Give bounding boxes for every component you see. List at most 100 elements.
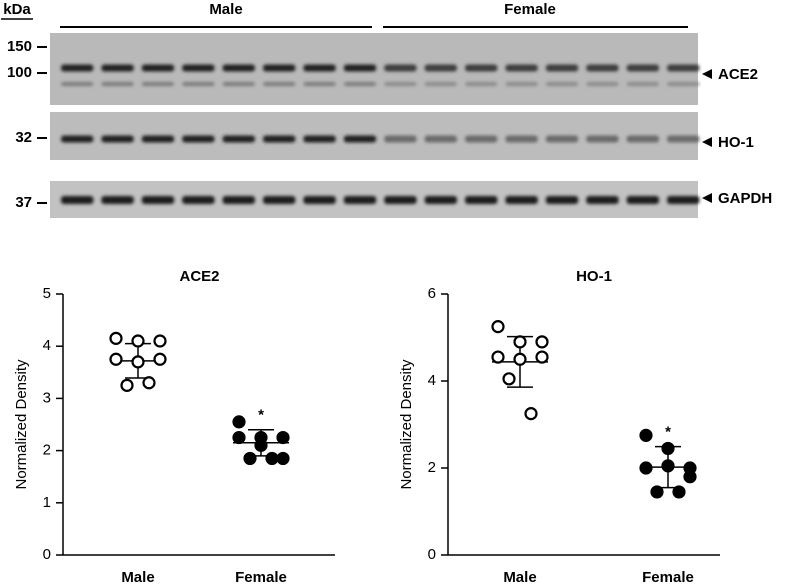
band	[141, 64, 175, 72]
chart-title: ACE2	[179, 268, 219, 285]
band	[545, 135, 579, 143]
band	[667, 64, 700, 72]
band	[141, 82, 175, 86]
band	[61, 82, 94, 86]
arrowhead	[702, 137, 712, 147]
data-point	[276, 430, 290, 445]
arrowhead	[702, 193, 712, 203]
marker-label: 32	[15, 129, 32, 146]
unit-label: kDa	[3, 1, 31, 18]
y-tick-label: 6	[428, 285, 436, 302]
group-label: Female	[504, 1, 556, 18]
western-blot: kDa Male Female 150 100 32 37 ACE2 HO-1 …	[1, 1, 772, 218]
band	[465, 82, 498, 86]
band	[586, 135, 619, 143]
annotation: *	[258, 407, 264, 424]
y-tick-label: 3	[43, 389, 51, 406]
data-point	[535, 350, 549, 364]
x-tick-label: Female	[642, 569, 694, 586]
data-point	[502, 372, 516, 386]
data-point	[491, 320, 505, 334]
band	[101, 196, 134, 204]
band	[182, 82, 215, 86]
band	[626, 135, 659, 143]
band	[101, 64, 134, 72]
band	[465, 196, 498, 204]
band	[101, 135, 134, 143]
band	[343, 64, 377, 72]
band	[182, 135, 215, 143]
data-point	[153, 352, 167, 366]
band	[263, 64, 296, 72]
band	[263, 82, 296, 86]
band	[61, 64, 94, 72]
data-point	[535, 335, 549, 349]
band	[101, 82, 134, 86]
band	[424, 135, 457, 143]
band	[384, 135, 417, 143]
data-point	[491, 350, 505, 364]
band	[263, 196, 296, 204]
group-label: Male	[209, 1, 242, 18]
band	[586, 64, 619, 72]
data-point	[513, 352, 527, 366]
band	[586, 196, 619, 204]
protein-label: ACE2	[718, 66, 758, 83]
band	[667, 135, 700, 143]
band	[545, 64, 579, 72]
band	[222, 82, 255, 86]
data-point	[232, 430, 246, 445]
protein-label: HO-1	[718, 134, 754, 151]
arrowhead	[702, 69, 712, 79]
marker-label: 100	[7, 64, 32, 81]
band	[222, 64, 255, 72]
y-tick-label: 2	[428, 459, 436, 476]
data-point	[254, 438, 268, 452]
data-point	[513, 335, 527, 349]
band	[626, 196, 659, 204]
band	[545, 196, 579, 204]
marker-label: 37	[15, 194, 32, 211]
band	[343, 135, 377, 143]
data-point	[153, 334, 167, 348]
band	[182, 64, 215, 72]
y-tick-label: 4	[43, 337, 51, 354]
data-point	[131, 334, 145, 348]
y-tick-label: 2	[43, 442, 51, 459]
band	[626, 64, 659, 72]
y-tick-label: 4	[428, 372, 436, 389]
band	[303, 196, 336, 204]
band	[384, 196, 417, 204]
data-point	[683, 470, 697, 484]
data-point	[232, 415, 246, 429]
y-axis-label: Normalized Density	[13, 359, 30, 490]
data-point	[142, 376, 156, 390]
band	[505, 82, 538, 86]
data-point	[661, 441, 675, 456]
data-point	[524, 407, 538, 421]
band	[667, 82, 700, 86]
band	[424, 196, 457, 204]
band	[343, 82, 377, 86]
band	[303, 135, 336, 143]
band	[667, 196, 700, 204]
annotation: *	[665, 424, 671, 441]
band	[505, 135, 538, 143]
data-point	[120, 378, 134, 392]
band	[384, 82, 417, 86]
x-tick-label: Male	[503, 569, 536, 586]
data-point	[243, 451, 257, 466]
data-point	[672, 485, 686, 499]
band	[343, 196, 377, 204]
marker-label: 150	[7, 38, 32, 55]
band	[222, 196, 255, 204]
band	[424, 64, 457, 72]
data-point	[109, 331, 123, 345]
y-tick-label: 1	[43, 494, 51, 511]
y-tick-label: 0	[428, 546, 436, 563]
band	[222, 135, 255, 143]
band	[465, 135, 498, 143]
x-tick-label: Female	[235, 569, 287, 586]
